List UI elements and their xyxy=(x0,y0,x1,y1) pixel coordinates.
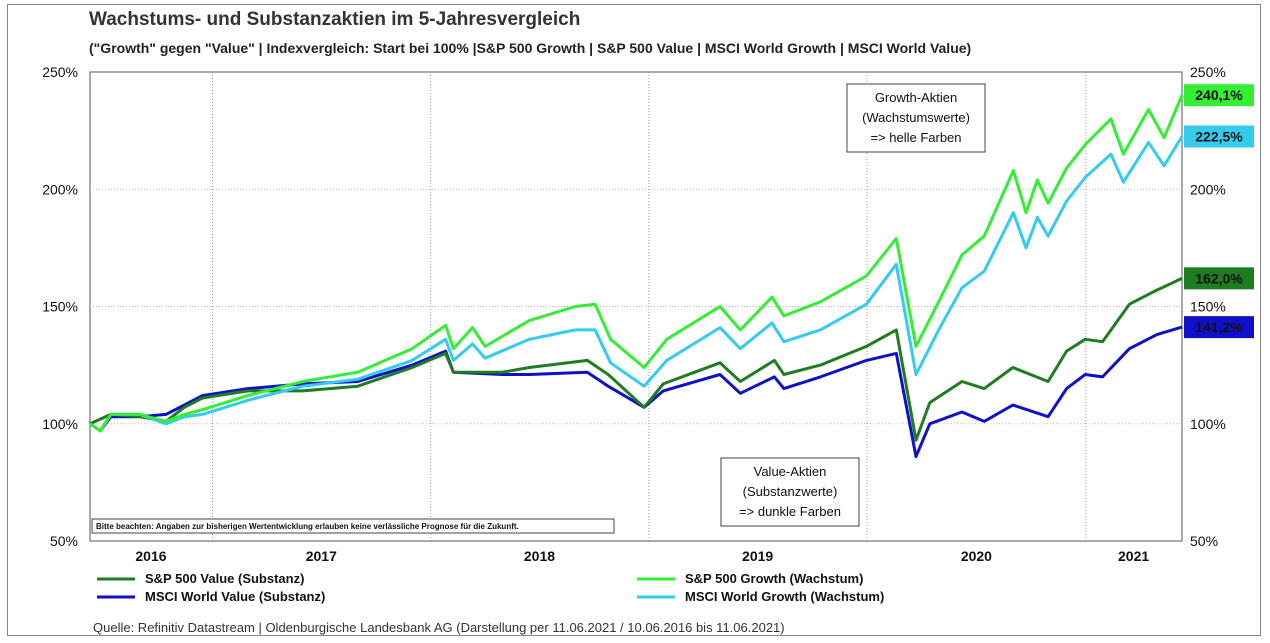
end-value-badge xyxy=(1184,125,1254,148)
y-tick-label-right: 100% xyxy=(1190,416,1226,432)
end-value-label: 141,2% xyxy=(1195,319,1243,335)
annotation-text: Growth-Aktien xyxy=(875,90,957,105)
y-tick-label-left: 100% xyxy=(42,416,78,432)
y-tick-label-left: 200% xyxy=(42,181,78,197)
y-tick-label-right: 200% xyxy=(1190,181,1226,197)
y-tick-label-right: 150% xyxy=(1190,299,1226,315)
chart-subtitle: ("Growth" gegen "Value" | Indexvergleich… xyxy=(89,40,972,56)
x-tick-label: 2018 xyxy=(524,548,555,564)
chart-title: Wachstums- und Substanzaktien im 5-Jahre… xyxy=(89,9,581,30)
end-value-badge xyxy=(1184,84,1254,107)
series-lines xyxy=(89,94,1184,459)
annotations: Growth-Aktien (Wachstumswerte) => helle Fa… xyxy=(720,83,986,527)
end-value-badges: 162,0% 141,2% 240,1% 222,5% xyxy=(1184,84,1254,339)
annotation-text: => dunkle Farben xyxy=(739,504,841,519)
chart-frame xyxy=(7,4,1261,636)
legend-label: S&P 500 Value (Substanz) xyxy=(145,571,304,586)
x-tick-label: 2021 xyxy=(1118,548,1149,564)
series-line xyxy=(89,94,1184,433)
x-tick-label: 2017 xyxy=(306,548,337,564)
annotation-text: Value-Aktien xyxy=(754,464,827,479)
annotation-text: => helle Farben xyxy=(870,130,961,145)
end-value-label: 240,1% xyxy=(1195,87,1243,103)
y-tick-label-left: 50% xyxy=(50,533,78,549)
x-tick-label: 2020 xyxy=(961,548,992,564)
note-text: Bitte beachten: Angaben zur bisherigen W… xyxy=(96,522,519,531)
grid-lines xyxy=(90,72,1182,541)
note-box xyxy=(91,518,615,534)
x-tick-label: 2016 xyxy=(135,548,166,564)
source-note: Quelle: Refinitiv Datastream | Oldenburg… xyxy=(93,620,785,635)
series-line xyxy=(89,135,1184,433)
x-axis: 2016 2017 2018 2019 2020 2021 xyxy=(135,548,1149,564)
y-tick-label-left: 250% xyxy=(42,64,78,80)
series-line xyxy=(89,277,1183,442)
end-value-badge xyxy=(1184,267,1254,290)
disclaimer-note: Bitte beachten: Angaben zur bisherigen W… xyxy=(91,518,615,534)
end-value-label: 222,5% xyxy=(1195,128,1243,144)
annotation-box xyxy=(720,457,860,527)
annotation-text: (Wachstumswerte) xyxy=(862,110,970,125)
annotation-box xyxy=(846,83,986,153)
legend-label: MSCI World Value (Substanz) xyxy=(145,589,325,604)
y-axis-left: 250% 200% 150% 100% 50% xyxy=(42,64,78,549)
end-value-label: 162,0% xyxy=(1195,270,1243,286)
y-tick-label-right: 250% xyxy=(1190,64,1226,80)
x-tick-label: 2019 xyxy=(742,548,773,564)
end-value-badge xyxy=(1184,316,1254,339)
y-tick-label-left: 150% xyxy=(42,299,78,315)
legend-label: S&P 500 Growth (Wachstum) xyxy=(685,571,863,586)
legend: S&P 500 Value (Substanz) MSCI World Value… xyxy=(97,571,884,604)
series-line xyxy=(89,325,1183,459)
legend-label: MSCI World Growth (Wachstum) xyxy=(685,589,884,604)
y-tick-label-right: 50% xyxy=(1190,533,1218,549)
y-axis-right: 250% 200% 150% 100% 50% xyxy=(1190,64,1226,549)
annotation-text: (Substanzwerte) xyxy=(743,484,838,499)
